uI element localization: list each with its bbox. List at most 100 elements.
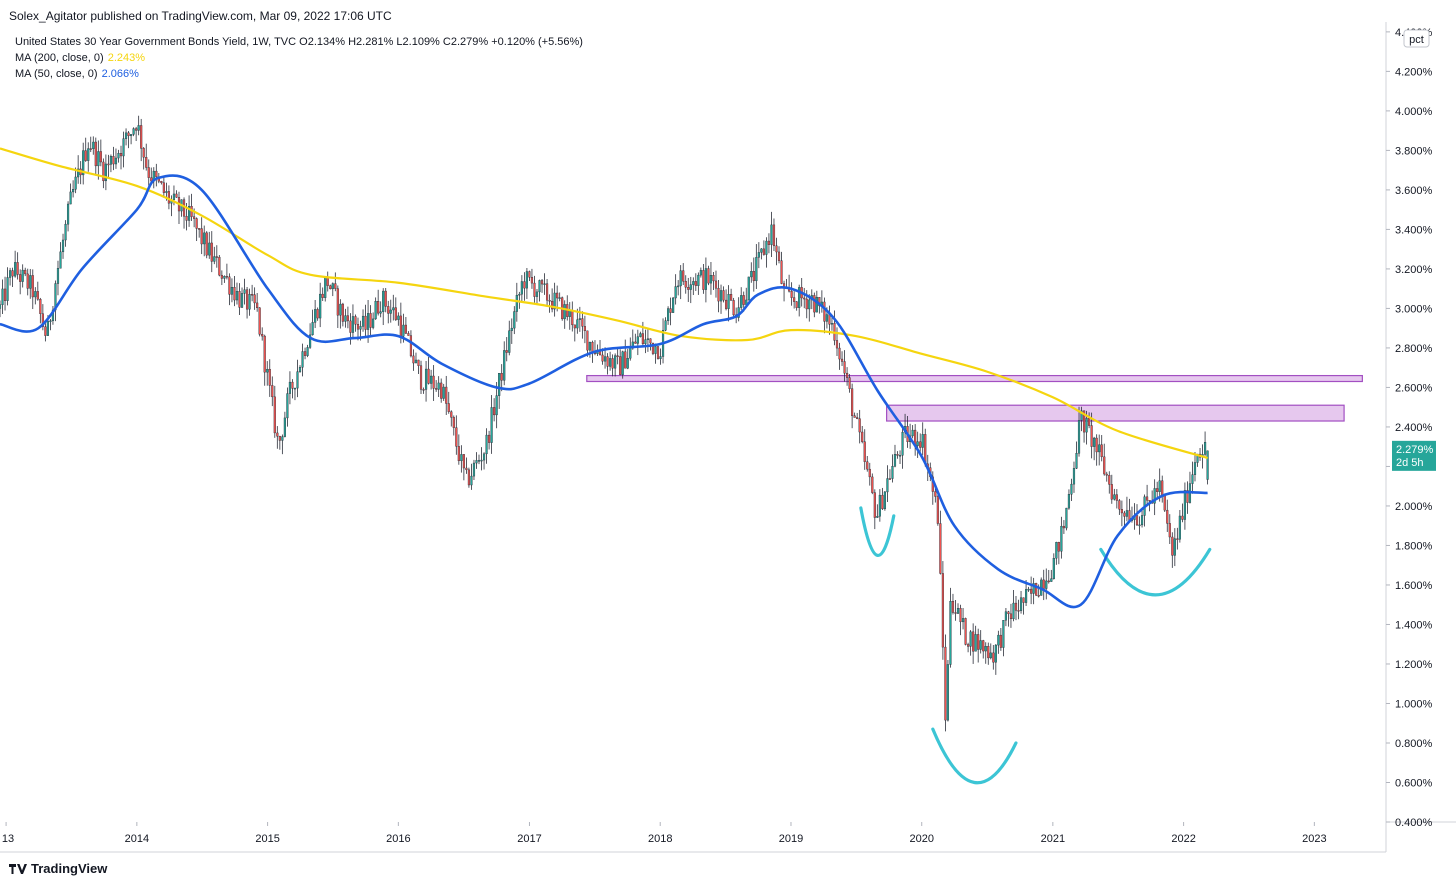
candle-body bbox=[977, 634, 980, 650]
candle-body bbox=[1176, 538, 1179, 540]
candle bbox=[646, 328, 650, 352]
candle bbox=[1103, 443, 1106, 476]
candle-body bbox=[235, 291, 239, 301]
candle-body bbox=[213, 256, 216, 262]
candle bbox=[1012, 590, 1015, 622]
candle bbox=[11, 267, 14, 288]
candle bbox=[767, 233, 771, 254]
candle-body bbox=[916, 441, 919, 446]
candle-body bbox=[1181, 515, 1184, 520]
candle bbox=[644, 329, 647, 354]
candle-body bbox=[591, 341, 594, 353]
candle bbox=[528, 270, 531, 282]
candle-body bbox=[669, 308, 672, 313]
candle bbox=[112, 146, 115, 171]
candle bbox=[394, 297, 397, 322]
candle-body bbox=[200, 228, 203, 245]
candle bbox=[896, 451, 899, 459]
candle-body bbox=[1080, 410, 1083, 421]
candle-body bbox=[667, 308, 670, 321]
candle-body bbox=[331, 283, 334, 290]
candle bbox=[364, 304, 367, 338]
candle-body bbox=[727, 294, 730, 309]
candle bbox=[571, 301, 574, 332]
candle-body bbox=[404, 324, 407, 334]
candle bbox=[959, 604, 962, 636]
candle bbox=[762, 240, 765, 256]
candle bbox=[349, 313, 352, 345]
candle-body bbox=[682, 270, 685, 282]
candle bbox=[238, 283, 241, 316]
candle bbox=[540, 278, 544, 293]
legend-low: 2.109% bbox=[402, 36, 440, 48]
candle bbox=[760, 248, 763, 260]
candle bbox=[752, 257, 755, 292]
time-axis[interactable]: 13 2014 2015 2016 2017 2018 2019 2020 2021 2022 20… bbox=[2, 822, 1327, 845]
time-tick-label: 2023 bbox=[1302, 833, 1326, 845]
candle bbox=[1166, 499, 1169, 532]
candle-body bbox=[392, 307, 395, 311]
candle bbox=[92, 136, 95, 155]
footer-brand[interactable]: TradingView bbox=[9, 861, 107, 876]
candle-body bbox=[808, 299, 811, 310]
price-tick-label: 2.000% bbox=[1395, 501, 1433, 513]
candle-body bbox=[316, 309, 319, 319]
candle-body bbox=[1017, 610, 1020, 612]
candle-body bbox=[823, 301, 826, 322]
candle-body bbox=[515, 295, 518, 312]
price-tick-label: 4.200% bbox=[1395, 66, 1433, 78]
candle bbox=[1168, 514, 1171, 544]
ma50-line bbox=[0, 174, 1208, 609]
candle bbox=[1067, 489, 1071, 510]
candle bbox=[944, 634, 947, 732]
candle-body bbox=[1057, 542, 1060, 552]
candle bbox=[987, 642, 990, 665]
candle bbox=[999, 628, 1002, 651]
price-tick-label: 0.600% bbox=[1395, 777, 1433, 789]
candle-body bbox=[503, 350, 506, 381]
candle-body bbox=[578, 318, 581, 320]
legend-symbol: United States 30 Year Government Bonds Y… bbox=[15, 36, 297, 48]
time-tick-label: 2018 bbox=[648, 833, 672, 845]
candle-body bbox=[848, 377, 851, 389]
candle bbox=[208, 231, 211, 259]
candle bbox=[588, 341, 592, 358]
candle bbox=[256, 292, 259, 312]
legend-ma200-row: MA (200, close, 0) 2.243% bbox=[15, 50, 583, 66]
candle bbox=[160, 180, 163, 185]
candle bbox=[1007, 610, 1010, 627]
candle-body bbox=[1052, 558, 1055, 579]
candle-body bbox=[523, 281, 526, 289]
candle-body bbox=[651, 342, 655, 354]
unit-toggle-button[interactable]: pct bbox=[1403, 29, 1430, 48]
candle bbox=[523, 272, 526, 301]
candle-body bbox=[553, 292, 556, 310]
candle bbox=[182, 197, 186, 229]
price-tick-label: 1.400% bbox=[1395, 619, 1433, 631]
candle bbox=[714, 270, 718, 298]
candle-body bbox=[1138, 524, 1141, 527]
candle-body bbox=[707, 268, 710, 284]
candle-body bbox=[714, 280, 718, 289]
candle bbox=[1014, 596, 1018, 621]
candle-body bbox=[112, 156, 115, 165]
candle-body bbox=[495, 395, 498, 416]
candle bbox=[379, 301, 382, 318]
candle bbox=[1042, 569, 1045, 601]
candle-body bbox=[896, 454, 899, 456]
candle-body bbox=[412, 355, 415, 364]
candle bbox=[480, 447, 483, 471]
candle-body bbox=[944, 646, 947, 721]
candle bbox=[329, 284, 332, 290]
candle-body bbox=[891, 466, 894, 479]
candle-body bbox=[26, 273, 29, 289]
candle-body bbox=[540, 280, 544, 285]
candle-body bbox=[1206, 450, 1209, 480]
candle bbox=[1098, 434, 1101, 466]
candle-body bbox=[97, 151, 100, 167]
candle-body bbox=[1156, 488, 1159, 492]
price-axis[interactable]: 0.400% 0.600% 0.800% 1.000% 1.200% 1.400% 1.60… bbox=[1386, 27, 1433, 829]
candle-body bbox=[210, 242, 213, 262]
candle-body bbox=[1186, 490, 1189, 503]
